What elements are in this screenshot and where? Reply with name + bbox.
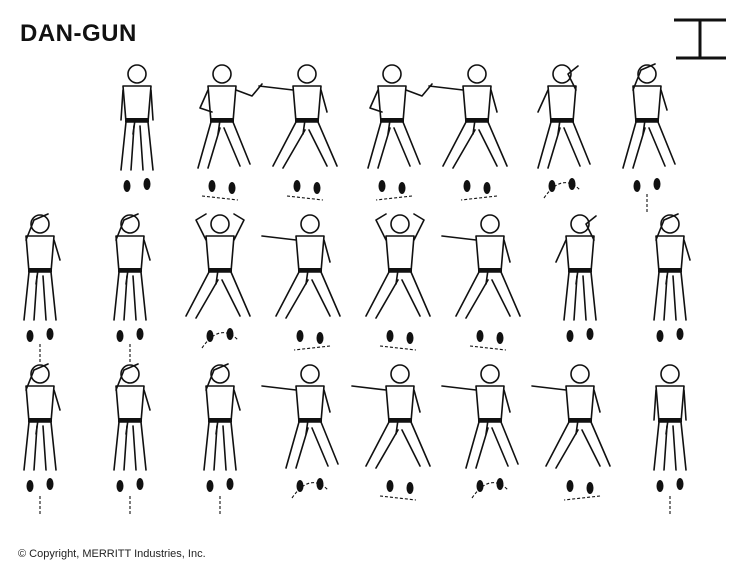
movement-arrow xyxy=(379,345,417,351)
footprint-left xyxy=(296,330,304,342)
move-figure xyxy=(531,364,611,469)
footprint-left xyxy=(548,180,556,192)
pattern-symbol-icon xyxy=(674,18,726,60)
footprint-right xyxy=(313,182,321,194)
move-figure xyxy=(351,364,431,469)
movement-arrow xyxy=(201,332,239,349)
footprint-right xyxy=(406,482,414,494)
move-figure xyxy=(555,214,597,321)
move-figure xyxy=(23,213,61,321)
footprint-right xyxy=(496,478,504,490)
footprint-right xyxy=(483,182,491,194)
footprint-left xyxy=(378,180,386,192)
move-figure xyxy=(23,363,61,471)
footprint-right xyxy=(316,478,324,490)
footprint-left xyxy=(26,480,34,492)
movement-arrow xyxy=(293,345,331,351)
footprint-left xyxy=(656,480,664,492)
movement-arrow xyxy=(460,195,498,201)
move-figure xyxy=(441,214,521,319)
footprint-left xyxy=(296,480,304,492)
copyright-notice: © Copyright, MERRITT Industries, Inc. xyxy=(18,548,206,560)
footprint-right xyxy=(46,328,54,340)
footprint-left xyxy=(656,330,664,342)
move-figure xyxy=(185,213,251,319)
movement-arrow xyxy=(563,495,601,501)
movement-arrow xyxy=(201,195,239,201)
footprint-left xyxy=(206,480,214,492)
footprint-right xyxy=(406,332,414,344)
move-figure xyxy=(113,363,151,471)
movement-arrow xyxy=(291,482,329,499)
move-figure xyxy=(653,364,687,471)
movement-arrow xyxy=(543,182,581,199)
movement-arrow xyxy=(375,195,413,201)
footprint-left xyxy=(386,480,394,492)
move-figure xyxy=(622,63,676,169)
movement-arrow xyxy=(379,495,417,501)
footprint-left xyxy=(293,180,301,192)
movement-arrow xyxy=(471,482,509,499)
footprint-left xyxy=(386,330,394,342)
move-figure xyxy=(261,364,339,469)
footprint-right xyxy=(676,478,684,490)
move-figure xyxy=(258,64,338,169)
move-figure xyxy=(120,64,154,171)
footprint-left xyxy=(463,180,471,192)
move-figure xyxy=(653,213,691,321)
footprint-left xyxy=(208,180,216,192)
footprint-right xyxy=(143,178,151,190)
footprint-right xyxy=(226,328,234,340)
footprint-right xyxy=(46,478,54,490)
move-figure xyxy=(113,213,151,321)
move-figure xyxy=(197,64,263,169)
footprint-right xyxy=(136,328,144,340)
footprint-right xyxy=(568,178,576,190)
move-figure xyxy=(365,213,431,319)
footprint-left xyxy=(476,330,484,342)
move-figure xyxy=(537,64,591,169)
move-figure xyxy=(367,64,433,169)
footprint-left xyxy=(123,180,131,192)
footprint-right xyxy=(226,478,234,490)
move-figure xyxy=(261,214,341,319)
movement-arrow xyxy=(469,345,507,351)
move-figure xyxy=(441,364,519,469)
footprint-left xyxy=(116,330,124,342)
move-figure xyxy=(203,363,241,471)
move-figure xyxy=(428,64,508,169)
footprint-left xyxy=(116,480,124,492)
movement-arrow xyxy=(286,195,324,201)
footprint-left xyxy=(206,330,214,342)
footprint-right xyxy=(496,332,504,344)
footprint-right xyxy=(398,182,406,194)
footprint-left xyxy=(566,480,574,492)
footprint-left xyxy=(633,180,641,192)
footprint-right xyxy=(676,328,684,340)
footprint-right xyxy=(136,478,144,490)
footprint-left xyxy=(476,480,484,492)
footprint-right xyxy=(586,328,594,340)
footprint-right xyxy=(653,178,661,190)
footprint-right xyxy=(316,332,324,344)
footprint-left xyxy=(26,330,34,342)
page-title: DAN-GUN xyxy=(20,20,137,47)
footprint-right xyxy=(228,182,236,194)
footprint-left xyxy=(566,330,574,342)
footprint-right xyxy=(586,482,594,494)
